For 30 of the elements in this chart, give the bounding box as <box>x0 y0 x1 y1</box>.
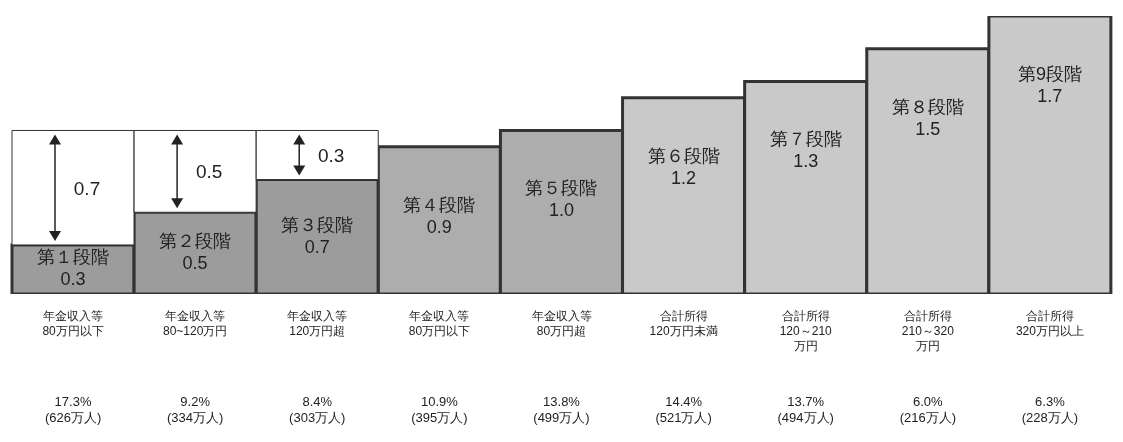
x-tick-label: 合計所得 120万円未満 <box>649 309 718 338</box>
data-label: 第８段階 1.5 <box>891 96 964 139</box>
data-label: 第２段階 0.5 <box>159 231 232 274</box>
data-label: 第４段階 0.9 <box>403 194 476 237</box>
x-tick-label: 合計所得 320万円以上 <box>1015 309 1084 338</box>
data-label: 第５段階 1.0 <box>525 178 598 221</box>
text: 6.3% (228万人) <box>1021 394 1079 425</box>
data-label: 第６段階 1.2 <box>647 145 720 188</box>
text: 14.4% (521万人) <box>655 394 712 425</box>
data-label: 第１段階 0.3 <box>37 247 109 290</box>
x-tick-label: 年金収入等 120万円超 <box>287 309 348 338</box>
x-tick-label: 合計所得 120～210 万円 <box>779 309 833 353</box>
x-tick-label: 年金収入等 80~120万円 <box>162 309 228 338</box>
data-label: 第３段階 0.7 <box>281 214 354 257</box>
x-tick-label: 合計所得 210～320 万円 <box>901 309 955 353</box>
data-label: 第9段階 1.7 <box>1017 64 1082 106</box>
data-label: 第７段階 1.3 <box>769 129 842 172</box>
text: 6.0% (216万人) <box>899 394 957 425</box>
text: 13.8% (499万人) <box>533 394 590 425</box>
data-label: 0.3 <box>318 145 345 166</box>
text: 17.3% (626万人) <box>44 394 102 425</box>
data-label: 0.7 <box>73 177 101 199</box>
text: 10.9% (395万人) <box>411 394 468 425</box>
text: 13.7% (494万人) <box>777 394 834 425</box>
data-label: 0.5 <box>195 161 223 183</box>
text: 9.2% (334万人) <box>166 394 224 425</box>
x-tick-label: 年金収入等 80万円以下 <box>408 309 471 338</box>
text: 8.4% (303万人) <box>289 394 346 425</box>
x-tick-label: 年金収入等 80万円超 <box>531 309 592 338</box>
x-tick-label: 年金収入等 80万円以下 <box>42 309 104 338</box>
